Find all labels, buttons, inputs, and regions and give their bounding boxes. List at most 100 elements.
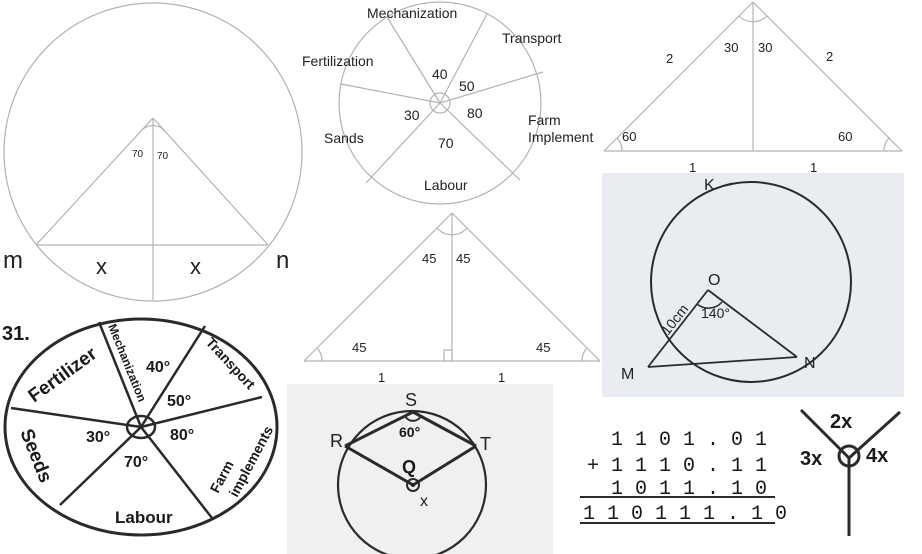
pie-label-sands: Sands — [324, 130, 364, 146]
radius-on — [707, 289, 798, 358]
pie-radius-6 — [340, 83, 441, 104]
right-angle-marker — [443, 349, 453, 362]
binary-result: 1 1 0 1 1 1 . 1 0 — [583, 503, 787, 526]
label-x: x — [420, 493, 428, 510]
tri2-half-base-left: 1 — [378, 370, 385, 385]
circle-o — [650, 181, 852, 383]
tri2-left-base-arc — [316, 347, 323, 362]
angle-3x: 3x — [800, 448, 822, 470]
figure-triangle-45: 45 45 45 45 1 1 — [303, 212, 601, 385]
tri1-half-base-left: 1 — [689, 160, 696, 175]
scan-value-40: 40° — [146, 359, 170, 376]
tri2-half-base-right: 1 — [498, 370, 505, 385]
pie-value-40: 40 — [432, 66, 448, 82]
scan-pie-radius-5 — [59, 426, 142, 506]
scan-background — [602, 173, 904, 397]
tri2-angle-base-right: 45 — [536, 340, 550, 355]
tri2-angle-top-left: 45 — [422, 251, 436, 266]
label-r: R — [330, 431, 343, 451]
tri2-angle-top-right: 45 — [456, 251, 470, 266]
pie-label-labour: Labour — [424, 177, 468, 193]
scan-background-2 — [287, 384, 553, 554]
tri1-side-right: 2 — [826, 49, 833, 64]
segment-label-left-x: x — [96, 254, 107, 279]
scan-pie-center — [125, 414, 157, 440]
tri1-angle-top-left: 30 — [724, 40, 738, 55]
scan-pie-radius-2 — [139, 325, 207, 428]
pie-label-fertilization: Fertilization — [302, 53, 374, 69]
pie-value-70: 70 — [438, 135, 454, 151]
line-st — [412, 410, 477, 448]
line-rq — [344, 444, 414, 487]
angle-2x: 2x — [830, 411, 852, 433]
pie-value-30: 30 — [404, 107, 420, 123]
vertex-label-m: m — [3, 247, 23, 274]
tri1-left-side — [603, 1, 754, 152]
label-angle-60: 60° — [399, 424, 420, 440]
figure-circle-triangle: 70 70 m n x x — [3, 2, 303, 302]
pie-center-circle — [429, 92, 451, 114]
scan-value-70: 70° — [124, 454, 148, 471]
pie-label-implement: Implement — [528, 129, 593, 145]
tri1-apex-arc — [738, 15, 768, 23]
figure-circle-rst: S R T Q x 60° — [287, 384, 553, 554]
binary-row-2: + 1 1 1 0 . 1 1 — [587, 455, 767, 478]
binary-row-3: 1 0 1 1 . 1 0 — [611, 478, 767, 501]
angle-label-left: 70 — [132, 149, 144, 160]
label-angle-140: 140° — [701, 305, 730, 321]
pie-label-farm: Farm — [528, 112, 561, 128]
center-q-marker — [406, 478, 420, 492]
angle-label-right: 70 — [157, 151, 169, 162]
pie-label-mechanization: Mechanization — [367, 5, 457, 21]
triangle-right-side — [152, 117, 269, 246]
tri1-side-left: 2 — [666, 51, 673, 66]
scan-label-fertilizer: Fertilizer — [25, 343, 102, 407]
tri1-right-side — [752, 1, 903, 152]
scan-pie-radius-4 — [140, 426, 213, 519]
line-sr — [344, 410, 414, 448]
pie-radius-5 — [365, 102, 441, 184]
vertex-label-n: n — [276, 247, 289, 274]
pie-radius-1 — [386, 16, 441, 104]
tri2-right-side — [451, 212, 601, 362]
scan-value-50: 50° — [167, 393, 191, 410]
pie-label-transport: Transport — [502, 30, 562, 46]
center-q-dot — [411, 483, 415, 487]
label-o: O — [708, 272, 720, 289]
tri1-angle-base-left: 60 — [622, 129, 636, 144]
segment-label-right-x: x — [190, 254, 201, 279]
outer-circle — [3, 2, 303, 302]
scan-value-30: 30° — [86, 429, 110, 446]
label-t: T — [480, 434, 491, 454]
tri1-angle-base-right: 60 — [838, 129, 852, 144]
binary-row-1: 1 1 0 1 . 0 1 — [611, 429, 767, 452]
chord-mn-scan — [647, 356, 798, 368]
tri2-right-base-arc — [581, 347, 588, 362]
label-m: M — [621, 366, 634, 383]
pie-radius-4 — [439, 102, 521, 181]
angle-4x: 4x — [866, 445, 888, 467]
tri1-right-base-arc — [883, 137, 890, 152]
figure-y-angles: 2x 3x 4x — [799, 408, 902, 536]
tri2-apex-arc — [436, 227, 468, 236]
figure-circle-okmn: K O M N 10cm 140° — [602, 173, 904, 397]
scan-pie-radius-3 — [140, 395, 263, 429]
tri1-angle-top-right: 30 — [758, 40, 772, 55]
label-k: K — [704, 177, 715, 194]
question-number: 31. — [2, 323, 30, 345]
scan-pie-radius-1 — [97, 321, 143, 428]
label-n: N — [804, 355, 816, 372]
pie-radius-2 — [439, 13, 488, 104]
scan-pie-radius-6 — [10, 406, 142, 429]
tri1-left-base-arc — [616, 137, 623, 152]
label-s: S — [405, 390, 417, 410]
triangle-left-side — [35, 117, 154, 246]
scan-value-80: 80° — [170, 427, 194, 444]
figure-binary-addition: 1 1 0 1 . 0 1 + 1 1 1 0 . 1 1 1 0 1 1 . … — [580, 429, 787, 526]
tri2-angle-base-left: 45 — [352, 340, 366, 355]
pie-radius-3 — [439, 71, 544, 104]
radius-om — [647, 289, 709, 368]
y-center-circle — [837, 444, 861, 468]
